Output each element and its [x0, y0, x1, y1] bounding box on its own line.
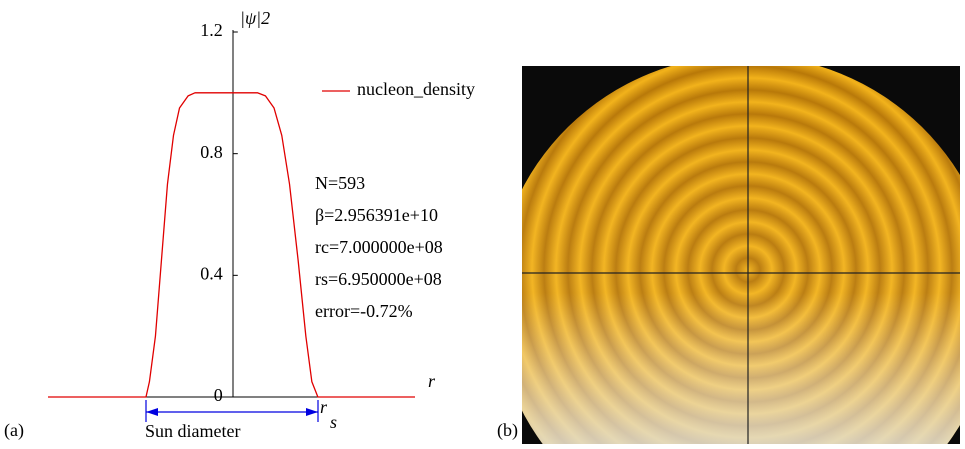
y-tick-label: 0.8: [200, 142, 223, 162]
radius-marker-subscript: s: [330, 412, 337, 432]
annotation: N=593: [315, 173, 365, 193]
diameter-label: Sun diameter: [145, 421, 240, 441]
annotation: β=2.956391e+10: [315, 205, 438, 225]
y-tick-label: 0: [214, 385, 223, 405]
annotation: rs=6.950000e+08: [315, 269, 442, 289]
annotation: error=-0.72%: [315, 301, 413, 321]
interference-photo: [522, 66, 960, 444]
figure: (b) (a) |ψ|2 r nucleon_density Sun diame…: [0, 0, 965, 444]
panel-label: (b): [497, 420, 518, 441]
diameter-marker: [146, 400, 318, 422]
legend-label: nucleon_density: [357, 79, 475, 99]
y-axis-label: |ψ|2: [240, 8, 270, 28]
radius-marker: r: [320, 397, 328, 417]
y-tick-label: 0.4: [200, 263, 223, 283]
x-axis-label: r: [428, 371, 436, 391]
panel-label: (a): [4, 420, 24, 441]
annotation: rc=7.000000e+08: [315, 237, 443, 257]
y-tick-label: 1.2: [200, 20, 223, 40]
